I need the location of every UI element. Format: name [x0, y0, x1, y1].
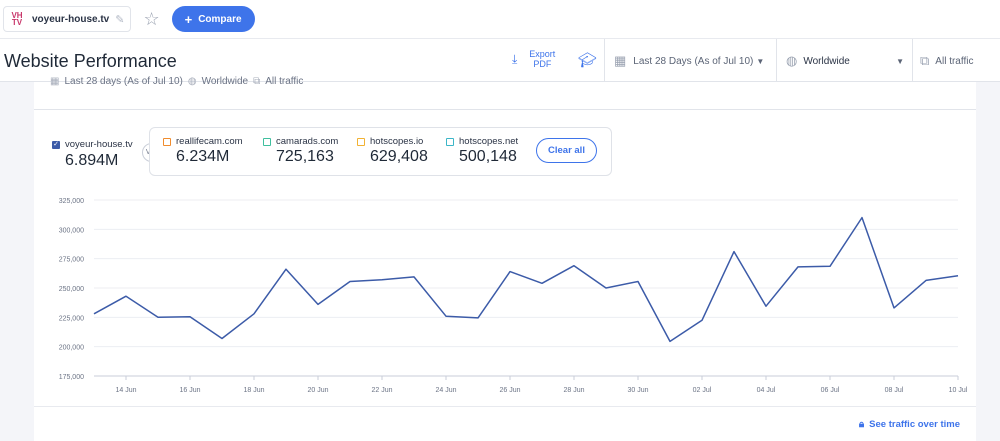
page-header: Website Performance ⤓ Export PDF 🎓︎ ▦ La… [0, 38, 1000, 83]
series-line [93, 216, 959, 343]
calendar-icon: ▦ [50, 76, 60, 87]
checkbox-checked-icon[interactable]: ✓ [52, 140, 60, 149]
main-site-name: voyeur-house.tv [65, 139, 133, 150]
x-tick-label: 22 Jun [371, 387, 392, 394]
y-tick-label: 200,000 [59, 345, 84, 352]
globe-icon: ◍ [786, 53, 798, 68]
star-icon[interactable]: ☆ [143, 8, 160, 29]
compare-label: Compare [198, 13, 242, 25]
y-tick-label: 275,000 [59, 257, 84, 264]
x-tick-label: 20 Jun [307, 387, 328, 394]
y-tick-label: 300,000 [59, 227, 84, 234]
date-range-select[interactable]: ▦ Last 28 Days (As of Jul 10) ▼ [614, 53, 764, 69]
checkbox-icon[interactable] [163, 137, 171, 146]
calendar-icon: ▦ [614, 53, 627, 68]
checkbox-icon[interactable] [263, 137, 271, 146]
devices-icon: ⧉ [253, 76, 261, 87]
competitor-item[interactable]: hotscopes.io 629,408 [357, 136, 428, 166]
site-name: voyeur-house.tv [32, 13, 110, 25]
see-traffic-label: See traffic over time [869, 419, 960, 430]
y-tick-label: 250,000 [59, 286, 84, 293]
lock-icon: 🔒︎ [858, 419, 865, 430]
main-site-value: 6.894M [65, 152, 119, 169]
checkbox-icon[interactable] [357, 137, 365, 146]
x-tick-label: 28 Jun [563, 387, 584, 394]
x-tick-label: 30 Jun [627, 387, 648, 394]
page-title: Website Performance [4, 51, 177, 71]
x-tick-label: 10 Jul [949, 387, 968, 394]
compare-button[interactable]: + Compare [171, 6, 255, 32]
x-tick-label: 16 Jun [179, 387, 200, 394]
y-tick-label: 325,000 [59, 198, 84, 205]
competitor-item[interactable]: camarads.com 725,163 [263, 136, 338, 166]
sub-info-traffic: All traffic [265, 76, 304, 87]
x-tick-label: 26 Jun [499, 387, 520, 394]
competitor-item[interactable]: hotscopes.net 500,148 [446, 136, 518, 166]
competitor-item[interactable]: reallifecam.com 6.234M [163, 136, 243, 166]
site-favicon-icon: VH TV [8, 10, 26, 28]
competitor-value: 629,408 [370, 148, 428, 165]
export-pdf-label: Export PDF [529, 49, 556, 69]
divider [34, 406, 976, 407]
graduation-cap-icon[interactable]: 🎓︎ [578, 52, 598, 69]
site-chip[interactable]: VH TV voyeur-house.tv ✎ [3, 6, 132, 32]
export-pdf-button[interactable]: ⤓ Export PDF [512, 49, 559, 69]
traffic-select[interactable]: ⧉ All traffic [920, 53, 973, 69]
plus-icon: + [184, 11, 193, 27]
date-range-value: Last 28 Days (As of Jul 10) [633, 55, 754, 67]
checkbox-icon[interactable] [446, 137, 454, 146]
traffic-line-chart: 175,000 200,000 225,000 250,000 275,000 300,0… [59, 198, 968, 394]
performance-card: ▦ Last 28 days (As of Jul 10) ◍ Worldwid… [34, 76, 976, 441]
sub-info-date: Last 28 days (As of Jul 10) [64, 76, 183, 87]
clear-all-button[interactable]: Clear all [536, 138, 597, 163]
competitor-value: 6.234M [176, 148, 230, 165]
divider [776, 39, 777, 83]
globe-icon: ◍ [187, 76, 197, 87]
x-tick-label: 08 Jul [885, 387, 904, 394]
competitor-name: camarads.com [276, 136, 339, 147]
competitor-name: reallifecam.com [176, 136, 243, 147]
y-tick-label: 225,000 [59, 315, 84, 322]
download-icon: ⤓ [512, 51, 518, 66]
competitor-name: hotscopes.net [459, 136, 519, 147]
x-tick-label: 24 Jun [435, 387, 456, 394]
divider [34, 109, 976, 110]
country-select[interactable]: ◍ Worldwide ▼ [786, 53, 904, 69]
country-value: Worldwide [803, 55, 850, 67]
competitor-name: hotscopes.io [370, 136, 424, 147]
devices-icon: ⧉ [920, 53, 930, 68]
see-traffic-link[interactable]: 🔒︎ See traffic over time [859, 419, 960, 430]
competitor-value: 500,148 [459, 148, 517, 165]
caret-down-icon: ▼ [896, 56, 904, 66]
x-tick-label: 14 Jun [115, 387, 136, 394]
divider [912, 39, 913, 83]
traffic-value: All traffic [935, 55, 974, 67]
x-tick-label: 02 Jul [693, 387, 712, 394]
x-tick-label: 18 Jun [243, 387, 264, 394]
competitors-box: reallifecam.com 6.234M camarads.com 725,… [149, 127, 612, 176]
sub-info-country: Worldwide [201, 76, 249, 87]
sub-info-bar: ▦ Last 28 days (As of Jul 10) ◍ Worldwid… [50, 76, 303, 87]
x-tick-label: 06 Jul [821, 387, 840, 394]
main-site-metric[interactable]: ✓ voyeur-house.tv 6.894M [52, 139, 133, 170]
divider [604, 39, 605, 83]
pencil-icon[interactable]: ✎ [115, 13, 125, 26]
top-bar: VH TV voyeur-house.tv ✎ ☆ + Compare [0, 0, 1000, 38]
x-tick-label: 04 Jul [757, 387, 776, 394]
y-tick-label: 175,000 [59, 374, 84, 381]
caret-down-icon: ▼ [756, 56, 765, 66]
competitor-value: 725,163 [276, 148, 334, 165]
